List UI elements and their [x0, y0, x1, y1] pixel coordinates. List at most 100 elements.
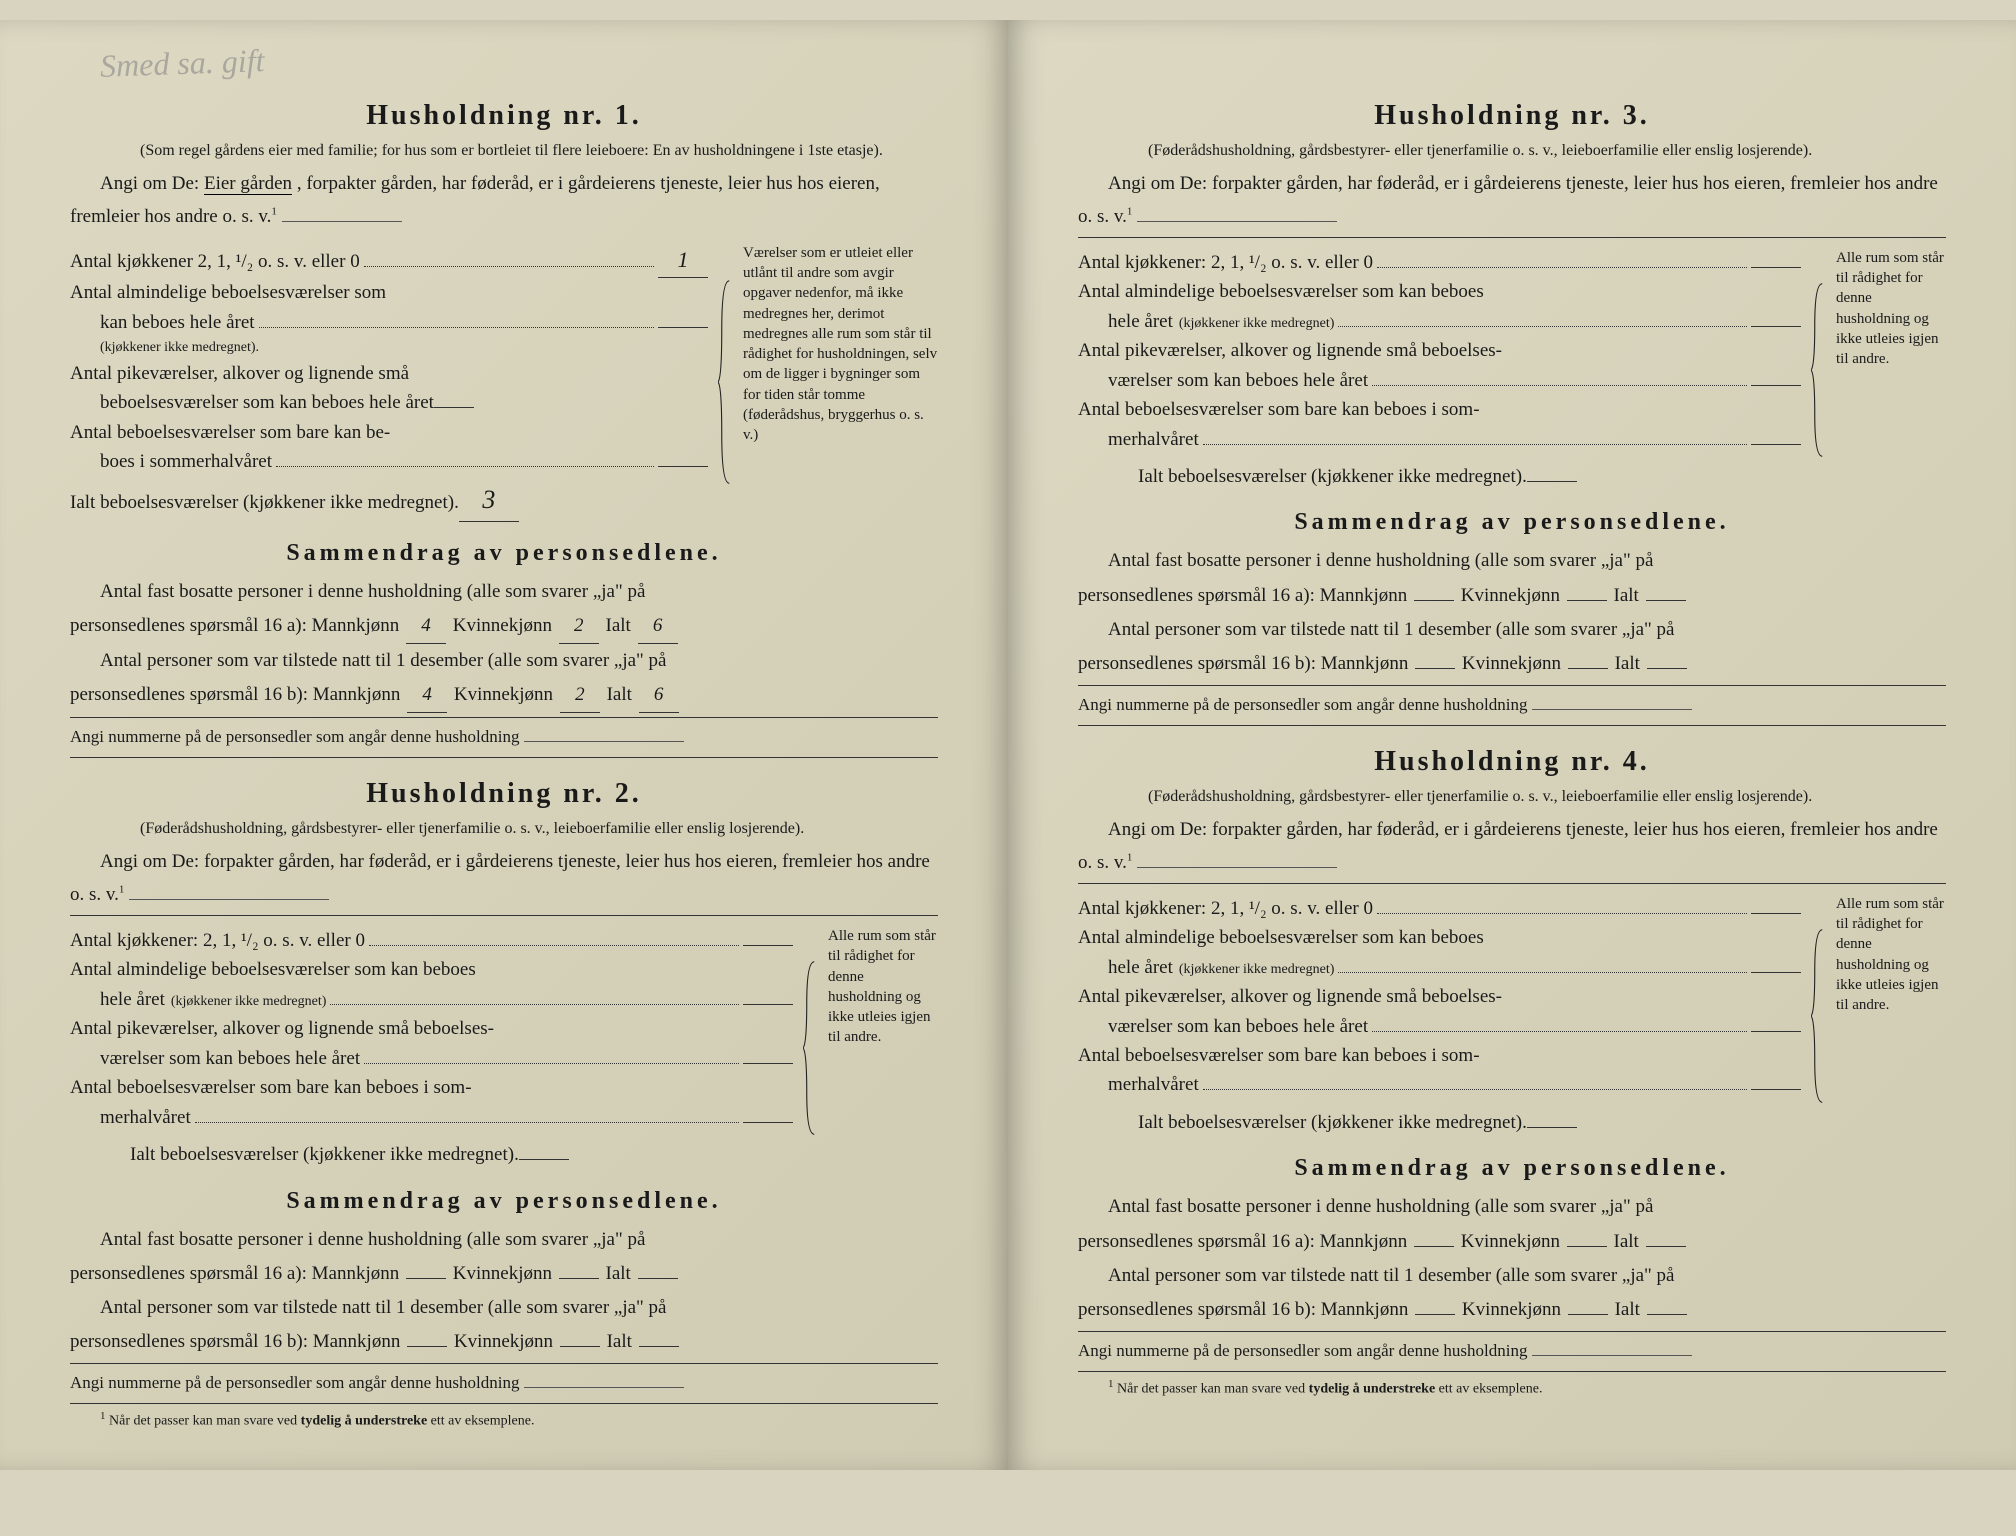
- h1-brace: [718, 243, 733, 522]
- h4-two-col: Antal kjøkkener: 2, 1, ¹/₂ o. s. v. elle…: [1078, 894, 1946, 1138]
- h4-s1-kv: [1567, 1246, 1607, 1247]
- h4-q-r1b-line: hele året (kjøkkener ikke medregnet): [1078, 953, 1801, 982]
- h2-s1b: personsedlenes spørsmål 16 a): Mannkjønn: [70, 1263, 399, 1284]
- h2-s1-ialt-label: Ialt: [606, 1263, 631, 1284]
- h2-s2-m: [407, 1346, 447, 1347]
- rule: [1078, 725, 1946, 726]
- h4-intro-fill: [1137, 849, 1337, 868]
- h2-q-r2b: værelser som kan beboes hele året: [100, 1044, 360, 1073]
- rule: [70, 757, 938, 758]
- h2-brace: [803, 926, 818, 1170]
- h2-s2-kv: [560, 1346, 600, 1347]
- brace-icon: [718, 277, 733, 487]
- h4-brace: [1811, 894, 1826, 1138]
- h4-side-note: Alle rum som står til rådighet for denne…: [1836, 894, 1946, 1138]
- h4-s1b-line: personsedlenes spørsmål 16 a): Mannkjønn…: [1078, 1225, 1946, 1259]
- h4-q-r2a: Antal pikeværelser, alkover og lignende …: [1078, 982, 1801, 1011]
- h1-s1b: personsedlenes spørsmål 16 a): Mannkjønn: [70, 615, 399, 636]
- h4-numline: Angi nummerne på de personsedler som ang…: [1078, 1341, 1527, 1360]
- h2-title: Husholdning nr. 2.: [70, 778, 938, 810]
- document-spread: Smed sa. gift Husholdning nr. 1. (Som re…: [0, 20, 2016, 1470]
- h4-q-r2b: værelser som kan beboes hele året: [1108, 1012, 1368, 1041]
- h1-q-rooms3a: Antal beboelsesværelser som bare kan be-: [70, 418, 708, 447]
- rule: [70, 915, 938, 916]
- footnote-bold: tydelig å understreke: [301, 1414, 428, 1429]
- h4-s2-ialt: [1647, 1314, 1687, 1315]
- h2-s1-kv: [559, 1278, 599, 1279]
- rule: [70, 1403, 938, 1404]
- h2-s2-ialt-label: Ialt: [607, 1331, 632, 1352]
- dots: [1338, 956, 1747, 973]
- h2-two-col: Antal kjøkkener: 2, 1, ¹/₂ o. s. v. elle…: [70, 926, 938, 1170]
- h2-side-note: Alle rum som står til rådighet for denne…: [828, 926, 938, 1170]
- h1-s2a: Antal personer som var tilstede natt til…: [70, 644, 938, 678]
- h1-note-rooms1: (kjøkkener ikke medregnet).: [70, 337, 708, 359]
- h4-title: Husholdning nr. 4.: [1078, 746, 1946, 778]
- h2-s1-ialt: [638, 1278, 678, 1279]
- h3-numline-row: Angi nummerne på de personsedler som ang…: [1078, 690, 1946, 721]
- rule: [1078, 883, 1946, 884]
- h4-s2-ialt-label: Ialt: [1615, 1299, 1640, 1320]
- dots: [330, 988, 739, 1005]
- h3-two-col: Antal kjøkkener: 2, 1, ¹/₂ o. s. v. elle…: [1078, 248, 1946, 492]
- dots: [276, 450, 654, 467]
- dots: [1372, 369, 1747, 386]
- h2-sup: 1: [119, 883, 125, 895]
- h3-s1b-line: personsedlenes spørsmål 16 a): Mannkjønn…: [1078, 579, 1946, 613]
- rule: [1078, 237, 1946, 238]
- h2-note-r1: (kjøkkener ikke medregnet): [171, 991, 327, 1013]
- h2-s1b-line: personsedlenes spørsmål 16 a): Mannkjønn…: [70, 1257, 938, 1291]
- h3-s2b: personsedlenes spørsmål 16 b): Mannkjønn: [1078, 653, 1408, 674]
- h2-numline: Angi nummerne på de personsedler som ang…: [70, 1373, 519, 1392]
- h1-s1-kv-label: Kvinnekjønn: [453, 615, 552, 636]
- h4-s2-m: [1415, 1314, 1455, 1315]
- h3-v-r2: [1751, 385, 1801, 386]
- h4-v-total: [1527, 1127, 1577, 1128]
- h3-intro-fill: [1137, 203, 1337, 222]
- rule: [70, 717, 938, 718]
- h3-subtitle: (Føderådshusholdning, gårdsbestyrer- ell…: [1078, 140, 1946, 162]
- h1-numline-row: Angi nummerne på de personsedler som ang…: [70, 722, 938, 753]
- h3-s1b: personsedlenes spørsmål 16 a): Mannkjønn: [1078, 585, 1407, 606]
- h2-s2-kv-label: Kvinnekjønn: [454, 1331, 553, 1352]
- h4-q-r2b-line: værelser som kan beboes hele året: [1078, 1012, 1801, 1041]
- h1-intro-fill: [282, 203, 402, 222]
- h4-q-kitchen: Antal kjøkkener: 2, 1, ¹/₂ o. s. v. elle…: [1078, 894, 1373, 923]
- handwritten-note: Smed sa. gift: [99, 42, 265, 85]
- h4-s2a: Antal personer som var tilstede natt til…: [1078, 1259, 1946, 1293]
- dots: [1372, 1014, 1747, 1031]
- h3-q-r1b: hele året: [1108, 307, 1173, 336]
- h2-intro-fill: [129, 881, 329, 900]
- h3-s2-m: [1415, 668, 1455, 669]
- h4-v-r1: [1751, 972, 1801, 973]
- h3-q-total-line: Ialt beboelsesværelser (kjøkkener ikke m…: [1078, 462, 1801, 491]
- h4-q-r1a: Antal almindelige beboelsesværelser som …: [1078, 923, 1801, 952]
- h3-numline: Angi nummerne på de personsedler som ang…: [1078, 695, 1527, 714]
- h1-q-rooms2b: beboelsesværelser som kan beboes hele år…: [100, 388, 434, 417]
- h2-intro-row: Angi om De: forpakter gården, har føderå…: [70, 846, 938, 911]
- h4-q-total: Ialt beboelsesværelser (kjøkkener ikke m…: [1138, 1108, 1527, 1137]
- h4-s1-m: [1414, 1246, 1454, 1247]
- h1-s1a: Antal fast bosatte personer i denne hush…: [70, 575, 938, 609]
- h3-brace: [1811, 248, 1826, 492]
- h3-s2b-line: personsedlenes spørsmål 16 b): Mannkjønn…: [1078, 647, 1946, 681]
- h3-side-note: Alle rum som står til rådighet for denne…: [1836, 248, 1946, 492]
- h3-q-total: Ialt beboelsesværelser (kjøkkener ikke m…: [1138, 462, 1527, 491]
- h4-left-col: Antal kjøkkener: 2, 1, ¹/₂ o. s. v. elle…: [1078, 894, 1801, 1138]
- h2-q-r2a: Antal pikeværelser, alkover og lignende …: [70, 1014, 793, 1043]
- h4-q-r1b: hele året: [1108, 953, 1173, 982]
- dots: [1377, 251, 1747, 268]
- h4-v-r3: [1751, 1089, 1801, 1090]
- h1-q-rooms1b: kan beboes hele året: [100, 308, 255, 337]
- h3-v-r3: [1751, 444, 1801, 445]
- h1-q-rooms2a: Antal pikeværelser, alkover og lignende …: [70, 359, 708, 388]
- h4-q-r3a: Antal beboelsesværelser som bare kan beb…: [1078, 1041, 1801, 1070]
- h2-s2-ialt: [639, 1346, 679, 1347]
- h4-note-r1: (kjøkkener ikke medregnet): [1179, 959, 1335, 981]
- dots: [195, 1106, 739, 1123]
- brace-icon: [1811, 280, 1826, 460]
- h1-q-rooms3b-line: boes i sommerhalvåret: [70, 447, 708, 476]
- h1-side-note: Værelser som er utleiet eller utlånt til…: [743, 243, 938, 522]
- h1-two-col: Antal kjøkkener 2, 1, ¹/₂ o. s. v. eller…: [70, 243, 938, 522]
- h3-v-kitchen: [1751, 267, 1801, 268]
